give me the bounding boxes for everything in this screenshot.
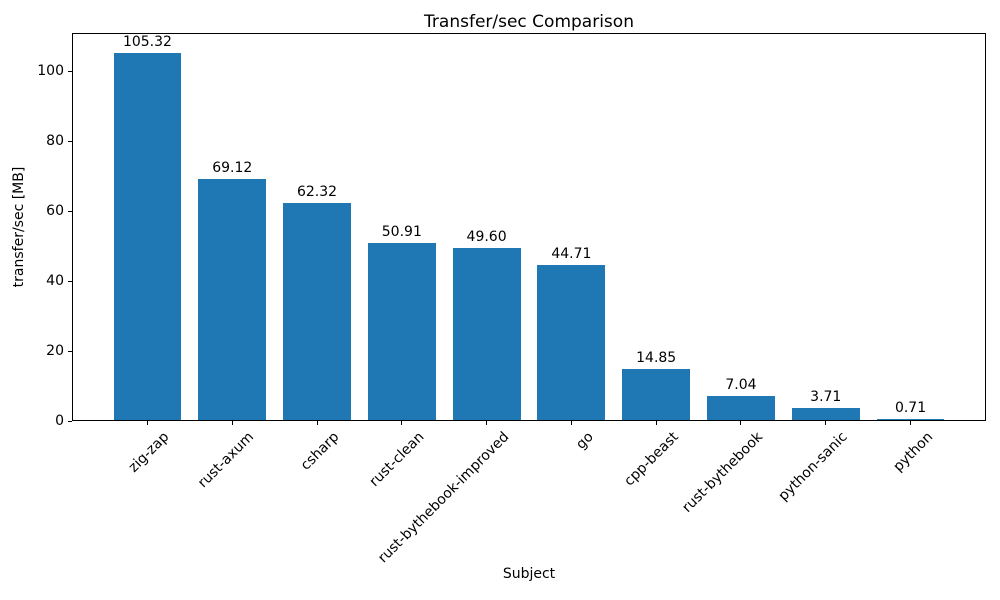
bar-value-label: 50.91	[381, 223, 422, 240]
x-axis-label: Subject	[502, 566, 556, 582]
bar-value-label: 62.32	[296, 184, 338, 201]
x-tick-label: csharp	[297, 429, 343, 474]
x-tick-mark	[486, 421, 488, 425]
x-tick-label: rust-axum	[195, 429, 258, 492]
bar	[198, 179, 267, 421]
x-tick-label: rust-clean	[366, 429, 428, 490]
bar	[367, 243, 436, 421]
bar	[707, 396, 775, 421]
y-tick-mark	[68, 70, 72, 72]
x-tick-mark	[655, 421, 657, 425]
y-tick-label: 40	[46, 273, 64, 290]
y-axis-label: transfer/sec [MB]	[11, 166, 27, 288]
bar	[537, 264, 606, 421]
y-tick-label: 100	[37, 63, 64, 80]
bar	[113, 52, 182, 421]
bar-value-label: 7.04	[725, 377, 757, 394]
bar-value-label: 14.85	[636, 349, 677, 366]
x-tick-mark	[910, 421, 912, 425]
bar	[283, 203, 351, 421]
x-tick-mark	[146, 421, 148, 425]
x-tick-mark	[740, 421, 742, 425]
y-tick-label: 60	[46, 203, 64, 220]
x-tick-label: zig-zap	[126, 429, 173, 476]
bar-value-label: 44.71	[551, 245, 592, 262]
x-tick-label: cpp-beast	[621, 429, 682, 490]
x-tick-label: rust-bythebook	[679, 429, 767, 516]
y-tick-mark	[68, 280, 72, 282]
bar	[876, 418, 945, 421]
y-tick-mark	[68, 210, 72, 212]
x-tick-mark	[570, 421, 572, 425]
bar-value-label: 0.71	[894, 399, 927, 416]
bar	[622, 369, 691, 421]
y-tick-mark	[68, 420, 72, 422]
bar-value-label: 105.32	[122, 33, 172, 50]
y-tick-mark	[68, 140, 72, 142]
bar	[452, 247, 521, 421]
x-tick-label: python	[889, 429, 936, 475]
bar-value-label: 3.71	[810, 388, 842, 405]
x-tick-label: go	[573, 429, 597, 453]
y-tick-label: 20	[46, 343, 64, 360]
x-tick-mark	[231, 421, 233, 425]
x-tick-mark	[316, 421, 318, 425]
chart-title: Transfer/sec Comparison	[424, 12, 634, 32]
x-tick-label: python-sanic	[775, 429, 852, 505]
bar-value-label: 49.60	[466, 228, 507, 245]
x-tick-mark	[401, 421, 403, 425]
x-tick-mark	[825, 421, 827, 425]
bar	[791, 408, 860, 421]
y-tick-label: 80	[46, 133, 64, 150]
y-tick-label: 0	[55, 413, 64, 429]
y-tick-mark	[68, 350, 72, 352]
bar-value-label: 69.12	[212, 160, 253, 177]
